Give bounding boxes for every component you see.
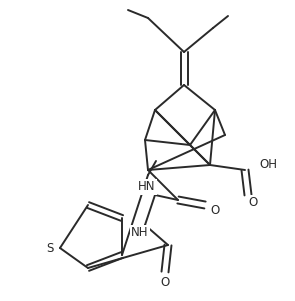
Text: S: S (46, 241, 54, 255)
Text: OH: OH (259, 159, 277, 172)
Text: O: O (210, 203, 219, 216)
Text: HN: HN (138, 181, 156, 194)
Text: O: O (160, 275, 170, 288)
Text: O: O (248, 197, 258, 209)
Text: NH: NH (131, 226, 149, 240)
